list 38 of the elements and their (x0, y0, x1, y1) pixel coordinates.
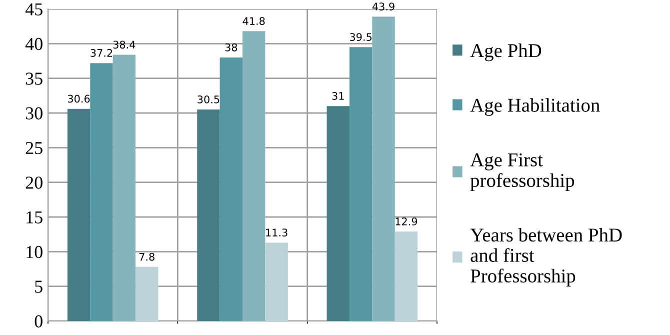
bar (394, 232, 418, 321)
legend-label: Years between PhD and first Professorship (470, 228, 622, 286)
data-label: 43.9 (372, 2, 394, 10)
y-tick-label: 5 (35, 280, 42, 293)
data-label: 7.8 (139, 252, 154, 261)
legend-label: Age PhD (470, 44, 542, 62)
bar (220, 58, 242, 321)
data-label: 41.8 (242, 17, 265, 25)
bar (265, 242, 288, 321)
data-label: 38 (225, 43, 238, 52)
bar (90, 63, 113, 321)
y-tick-label: 40 (25, 38, 42, 50)
y-tick-label: 30 (26, 107, 42, 120)
data-label: 11.3 (266, 228, 288, 236)
bar (372, 16, 395, 321)
data-label: 30.6 (68, 94, 90, 103)
bar (67, 108, 90, 321)
y-tick-label: 35 (26, 72, 42, 85)
data-label: 30.5 (198, 95, 220, 104)
data-label: 39.5 (350, 33, 372, 41)
bar (197, 110, 220, 321)
y-tick-label: 0 (34, 315, 42, 328)
legend-label: Age First professorship (470, 153, 574, 191)
data-label: 37.2 (90, 49, 112, 57)
data-label: 38.4 (113, 40, 136, 49)
y-tick-label: 15 (26, 211, 42, 224)
data-label: 31 (332, 92, 344, 100)
data-label: 12.9 (396, 217, 418, 226)
y-tick-label: 25 (26, 142, 42, 154)
y-tick-label: 45 (25, 3, 42, 16)
y-tick-label: 10 (26, 246, 42, 258)
bar (326, 106, 350, 321)
bar (349, 47, 372, 321)
y-tick-label: 20 (26, 176, 42, 189)
bar (242, 31, 266, 321)
bar (136, 266, 158, 321)
bar (112, 54, 136, 321)
legend-label: Age Habilitation (470, 98, 600, 116)
